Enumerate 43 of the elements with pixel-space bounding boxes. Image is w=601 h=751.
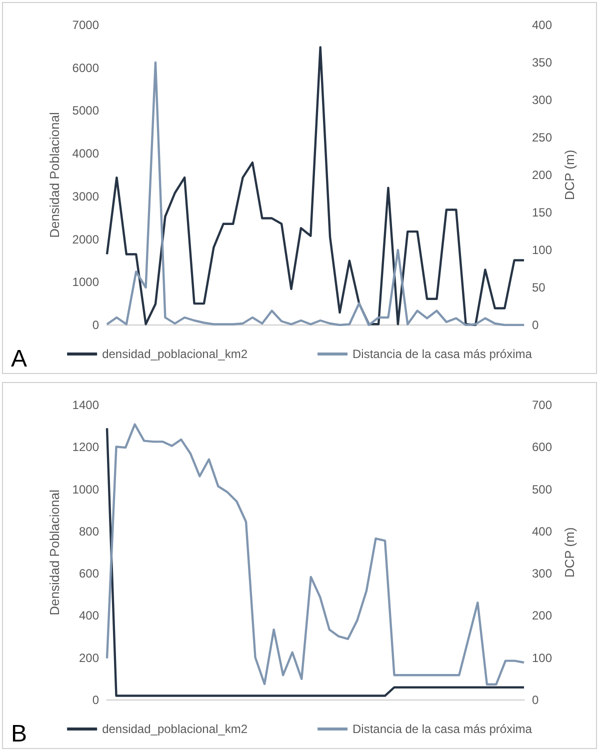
y2-tick-label: 100 — [532, 243, 552, 257]
y-tick-label: 400 — [78, 608, 100, 623]
y-tick-label: 600 — [78, 566, 100, 581]
y-tick-label: 1000 — [72, 275, 100, 290]
y-tick-label: 2000 — [72, 232, 100, 246]
y2-tick-label: 200 — [532, 168, 552, 182]
y2-tick-label: 250 — [532, 130, 552, 144]
y-tick-label: 4000 — [72, 146, 100, 161]
y2-tick-label: 500 — [532, 482, 552, 496]
text: B — [11, 720, 28, 748]
y2-tick-label: 200 — [532, 608, 552, 623]
legend-label: densidad_poblacional_km2 — [102, 722, 248, 736]
y2-tick-label: 0 — [532, 693, 539, 707]
y2-tick-label: 350 — [532, 56, 552, 70]
y-tick-label: 1200 — [72, 440, 100, 454]
y2-tick-label: 400 — [532, 524, 552, 538]
y-tick-label: 1000 — [72, 482, 100, 496]
legend-label: densidad_poblacional_km2 — [102, 347, 248, 361]
text: A — [11, 346, 28, 372]
y-tick-label: 3000 — [72, 189, 100, 204]
y-tick-label: 0 — [92, 693, 100, 707]
y-tick-label: 800 — [78, 524, 100, 538]
y-tick-label: 5000 — [72, 104, 100, 118]
y2-axis-title: DCP (m) — [562, 150, 577, 200]
y-tick-label: 0 — [92, 318, 100, 332]
y2-tick-label: 100 — [532, 650, 552, 665]
y2-axis-title: DCP (m) — [562, 527, 577, 578]
y-tick-label: 1400 — [72, 398, 100, 412]
y-tick-label: 7000 — [72, 18, 100, 32]
legend-label: Distancia de la casa más próxima — [352, 347, 532, 361]
y2-tick-label: 300 — [532, 566, 552, 581]
y2-tick-label: 300 — [532, 93, 552, 107]
y2-tick-label: 400 — [532, 18, 552, 32]
y2-tick-label: 700 — [532, 398, 552, 412]
legend-label: Distancia de la casa más próxima — [352, 722, 532, 736]
y2-tick-label: 150 — [532, 206, 552, 220]
y2-tick-label: 600 — [532, 440, 552, 454]
y-axis-title: Densidad Poblacional — [47, 490, 62, 616]
y-axis-title: Densidad Poblacional — [47, 112, 62, 238]
y2-tick-label: 50 — [532, 280, 546, 294]
y-tick-label: 6000 — [72, 60, 100, 75]
y-tick-label: 200 — [78, 650, 100, 665]
y2-tick-label: 0 — [532, 318, 539, 332]
